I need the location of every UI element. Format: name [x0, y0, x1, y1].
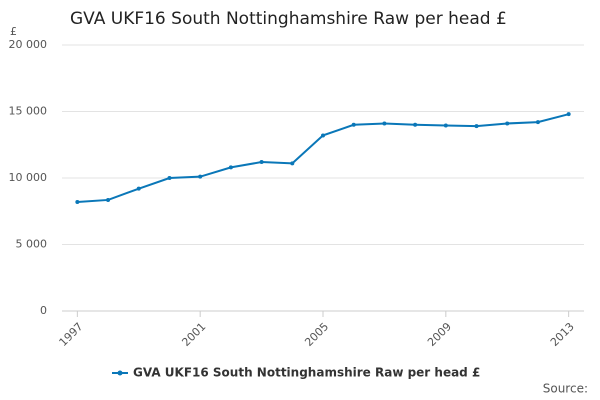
data-point: [505, 121, 510, 126]
y-tick-label: 10 000: [9, 171, 48, 184]
x-tick-label: 1997: [57, 320, 86, 349]
data-point: [136, 186, 141, 191]
data-point: [106, 197, 111, 202]
data-point: [535, 120, 540, 125]
data-point: [290, 161, 295, 166]
data-point: [228, 165, 233, 170]
data-point: [413, 122, 418, 127]
data-point: [75, 199, 80, 204]
data-point: [474, 124, 479, 129]
data-point: [443, 123, 448, 128]
data-point: [198, 174, 203, 179]
data-point: [321, 133, 325, 138]
data-point: [167, 176, 172, 180]
data-point: [382, 121, 387, 126]
y-tick-label: 15 000: [9, 105, 48, 118]
data-point: [259, 160, 264, 165]
legend-marker: [117, 370, 123, 376]
y-axis-label: £: [10, 25, 17, 38]
x-tick-label: 2013: [548, 320, 577, 349]
y-tick-label: 20 000: [9, 38, 48, 51]
x-tick-label: 2001: [179, 320, 208, 349]
legend-label: GVA UKF16 South Nottinghamshire Raw per …: [133, 366, 480, 380]
y-tick-label: 5 000: [16, 238, 48, 251]
x-tick-label: 2009: [425, 320, 454, 349]
data-point: [351, 122, 356, 127]
series-line: [77, 113, 569, 203]
y-tick-label: 0: [40, 304, 47, 317]
chart-title: GVA UKF16 South Nottinghamshire Raw per …: [70, 9, 507, 29]
source: Source:: [543, 382, 588, 396]
data-point: [566, 112, 571, 117]
x-tick-label: 2005: [302, 320, 331, 349]
